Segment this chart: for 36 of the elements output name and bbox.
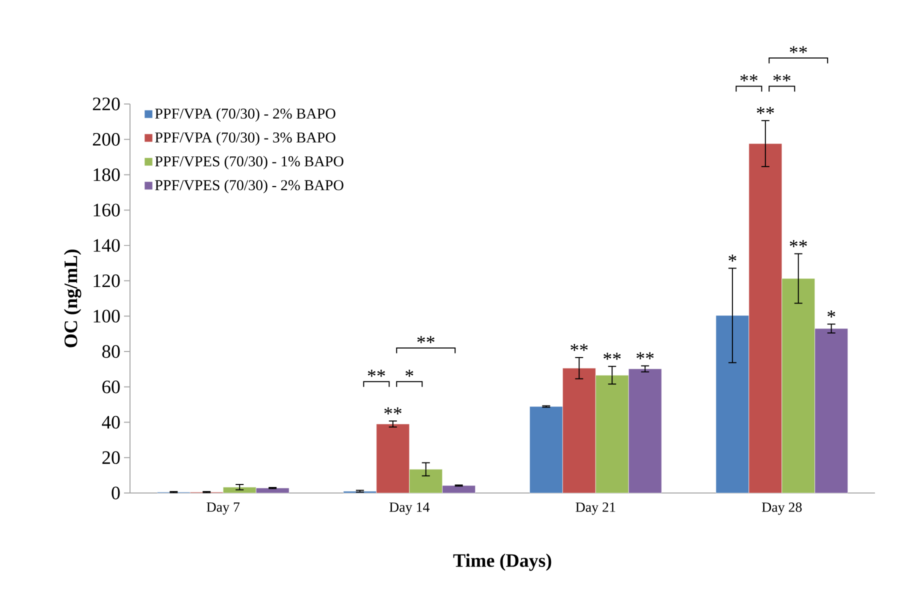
text: ** [773,74,790,82]
y-tick-label: 20 [102,451,120,464]
text: ** [790,46,807,54]
x-tick-label: Day 21 [576,502,616,515]
annotation: ** [636,352,654,360]
x-tick-label: Day 14 [389,502,430,515]
annotation: * [406,370,414,377]
y-tick-label: 140 [94,239,120,252]
annotation: ** [790,240,807,248]
y-tick-label: 200 [92,132,120,146]
y-tick-label: 220 [92,98,120,110]
x-tick-label: Day 7 [206,502,240,515]
y-tick-label: 100 [94,310,120,323]
y-tick-label: 60 [102,380,120,394]
annotation: ** [417,336,434,344]
y-tick-label: 0 [112,486,120,500]
legend-label: PPF/VPES (70/30) - 1% BAPO [155,156,344,170]
annotation: * [728,254,736,262]
annotation: ** [384,407,402,414]
y-tick-label: 180 [94,168,120,182]
y-tick-label: 160 [94,204,120,216]
x-tick-label: Day 28 [762,502,802,515]
annotation: * [828,310,836,318]
x-axis-title: Time (Days) [453,554,552,571]
annotation: ** [368,370,385,377]
annotation: ** [756,107,774,114]
annotation: ** [604,352,621,360]
text: ** [740,74,758,82]
legend-label: PPF/VPA (70/30) - 2% BAPO [155,108,336,122]
y-tick-label: 80 [102,345,120,358]
annotation: ** [570,344,588,351]
y-tick-label: 40 [102,416,120,429]
y-axis-title: OC (ng/mL) [64,250,82,348]
legend-label: PPF/VPES (70/30) - 2% BAPO [155,180,344,194]
y-tick-label: 120 [94,274,120,288]
legend-label: PPF/VPA (70/30) - 3% BAPO [155,132,336,146]
